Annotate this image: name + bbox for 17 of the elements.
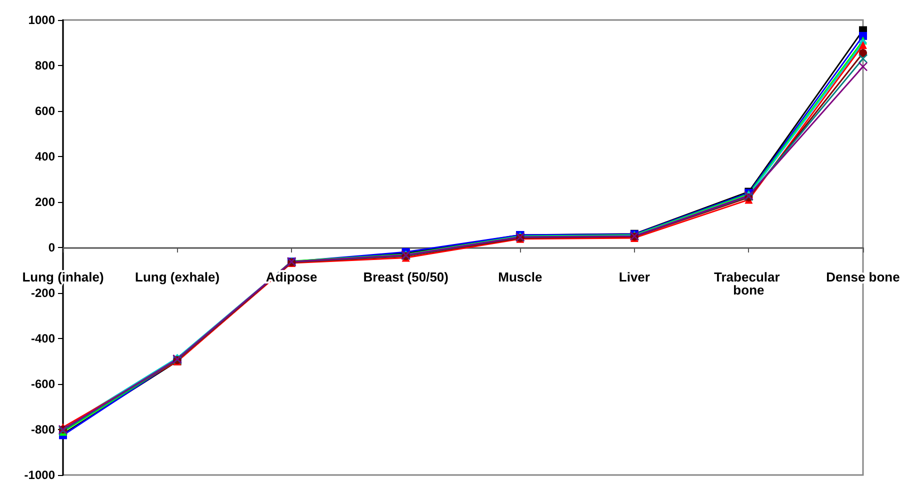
- y-tick-label: 800: [34, 58, 56, 72]
- y-tick-label: 200: [34, 195, 56, 209]
- x-tick-label: Breast (50/50): [363, 270, 448, 284]
- x-tick-label: Muscle: [498, 270, 542, 284]
- y-tick-label: 0: [48, 240, 56, 254]
- y-tick-label: -800: [30, 422, 56, 436]
- y-tick-label: -1000: [24, 468, 56, 482]
- x-tick-label: Lung (exhale): [135, 270, 220, 284]
- x-tick-label: Dense bone: [826, 270, 900, 284]
- y-tick-label: 400: [34, 150, 56, 164]
- y-tick-label: -400: [30, 332, 56, 346]
- y-tick-label: 600: [34, 104, 56, 118]
- y-tick-label: -600: [30, 377, 56, 391]
- y-tick-label: -200: [30, 286, 56, 300]
- y-tick-label: 1000: [28, 13, 56, 27]
- x-tick-label: Liver: [618, 270, 650, 284]
- x-tick-label: Trabecular bone: [714, 270, 784, 298]
